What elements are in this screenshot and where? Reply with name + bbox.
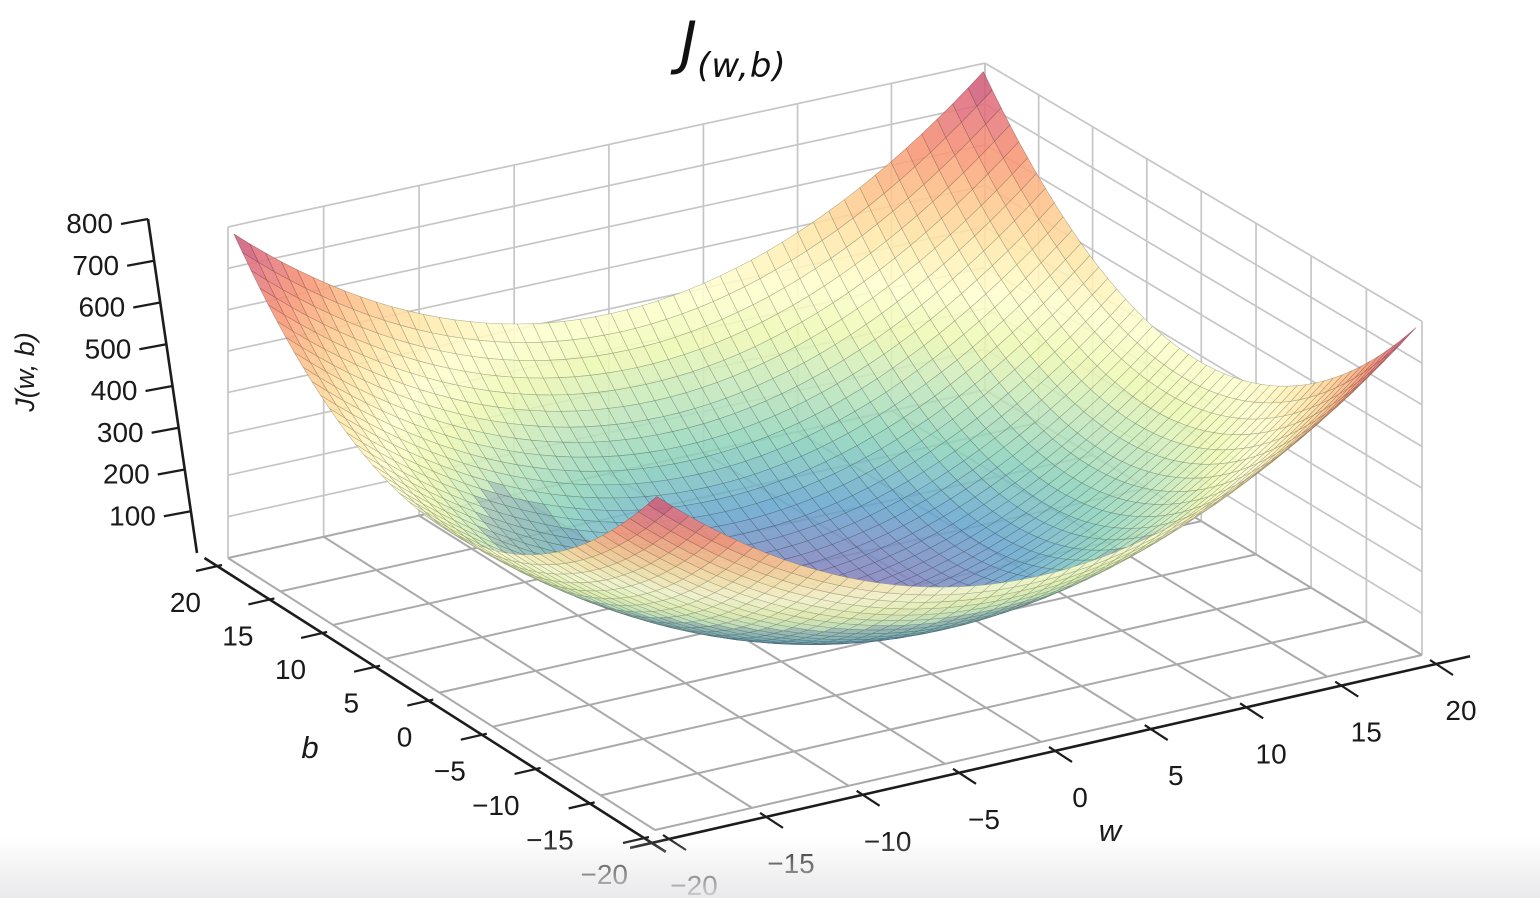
surface-facet (1372, 342, 1398, 367)
x-tick-label: −10 (864, 826, 912, 857)
x-tick-label: −20 (670, 870, 718, 898)
x-tick-label: 5 (1168, 760, 1184, 791)
z-tick-label: 500 (85, 333, 132, 364)
y-tick-label: −20 (581, 859, 629, 890)
y-tick-label: −10 (472, 790, 520, 821)
x-tick-label: 15 (1351, 717, 1382, 748)
y-tick-label: 0 (397, 722, 413, 753)
y-tick-label: −15 (526, 824, 574, 855)
x-axis-label: w (1099, 813, 1124, 848)
x-tick-label: 0 (1072, 782, 1088, 813)
y-tick-label: 10 (275, 654, 306, 685)
x-tick-label: −15 (767, 848, 815, 879)
z-tick-label: 300 (97, 417, 144, 448)
z-tick-label: 700 (72, 250, 119, 281)
z-tick-label: 200 (103, 459, 150, 490)
z-tick-label: 100 (109, 500, 156, 531)
x-tick-label: 20 (1445, 695, 1476, 726)
z-tick-label: 400 (91, 375, 138, 406)
surface-facet (1390, 327, 1417, 353)
plot-title-subscript: (w,b) (697, 46, 787, 86)
plot-title: J(w,b) (680, 14, 787, 86)
z-tick-label: 600 (79, 292, 126, 323)
y-axis-label: b (301, 730, 318, 765)
x-tick-label: −5 (968, 804, 1000, 835)
y-tick-label: −5 (434, 756, 466, 787)
y-tick-label: 5 (343, 688, 359, 719)
y-tick-label: 15 (222, 620, 253, 651)
y-tick-label: 20 (170, 587, 201, 618)
x-tick-label: 10 (1256, 738, 1287, 769)
plot-title-base: J (680, 9, 698, 77)
surface-facet (647, 496, 673, 515)
surface-mesh (233, 71, 1417, 645)
z-axis-label: J(w, b) (10, 332, 40, 413)
z-tick-label: 800 (66, 208, 113, 239)
